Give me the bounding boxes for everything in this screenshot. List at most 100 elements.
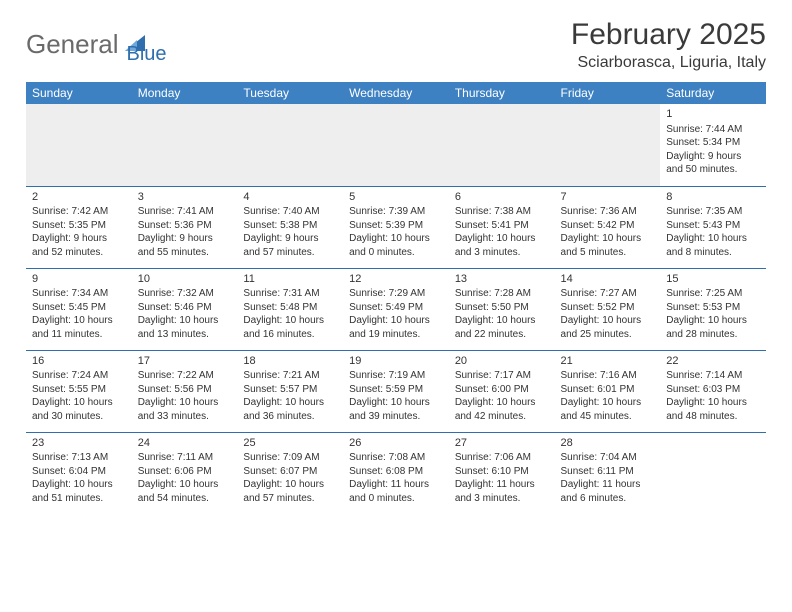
calendar-cell: 16Sunrise: 7:24 AMSunset: 5:55 PMDayligh… bbox=[26, 350, 132, 432]
daylight-text-2: and 6 minutes. bbox=[561, 492, 655, 506]
daylight-text-2: and 57 minutes. bbox=[243, 492, 337, 506]
day-number: 5 bbox=[349, 190, 443, 205]
day-number: 3 bbox=[138, 190, 232, 205]
calendar-cell: 10Sunrise: 7:32 AMSunset: 5:46 PMDayligh… bbox=[132, 268, 238, 350]
sunset-text: Sunset: 6:07 PM bbox=[243, 465, 337, 479]
sunset-text: Sunset: 5:46 PM bbox=[138, 301, 232, 315]
daylight-text-1: Daylight: 10 hours bbox=[455, 314, 549, 328]
sunrise-text: Sunrise: 7:08 AM bbox=[349, 451, 443, 465]
sunrise-text: Sunrise: 7:14 AM bbox=[666, 369, 760, 383]
daylight-text-2: and 0 minutes. bbox=[349, 492, 443, 506]
calendar-cell bbox=[237, 104, 343, 186]
calendar-week-row: 1Sunrise: 7:44 AMSunset: 5:34 PMDaylight… bbox=[26, 104, 766, 186]
sunrise-text: Sunrise: 7:04 AM bbox=[561, 451, 655, 465]
calendar-cell: 21Sunrise: 7:16 AMSunset: 6:01 PMDayligh… bbox=[555, 350, 661, 432]
sunrise-text: Sunrise: 7:16 AM bbox=[561, 369, 655, 383]
daylight-text-2: and 51 minutes. bbox=[32, 492, 126, 506]
day-number: 16 bbox=[32, 354, 126, 369]
sunset-text: Sunset: 5:56 PM bbox=[138, 383, 232, 397]
logo: General Blue bbox=[26, 24, 167, 64]
calendar-cell: 27Sunrise: 7:06 AMSunset: 6:10 PMDayligh… bbox=[449, 432, 555, 514]
day-number: 18 bbox=[243, 354, 337, 369]
calendar-cell: 14Sunrise: 7:27 AMSunset: 5:52 PMDayligh… bbox=[555, 268, 661, 350]
calendar-cell: 9Sunrise: 7:34 AMSunset: 5:45 PMDaylight… bbox=[26, 268, 132, 350]
daylight-text-2: and 39 minutes. bbox=[349, 410, 443, 424]
daylight-text-1: Daylight: 10 hours bbox=[349, 314, 443, 328]
calendar-cell bbox=[343, 104, 449, 186]
daylight-text-1: Daylight: 11 hours bbox=[561, 478, 655, 492]
sunset-text: Sunset: 5:52 PM bbox=[561, 301, 655, 315]
sunrise-text: Sunrise: 7:31 AM bbox=[243, 287, 337, 301]
sunrise-text: Sunrise: 7:24 AM bbox=[32, 369, 126, 383]
sunset-text: Sunset: 5:45 PM bbox=[32, 301, 126, 315]
sunset-text: Sunset: 5:43 PM bbox=[666, 219, 760, 233]
sunset-text: Sunset: 5:41 PM bbox=[455, 219, 549, 233]
calendar-cell: 22Sunrise: 7:14 AMSunset: 6:03 PMDayligh… bbox=[660, 350, 766, 432]
calendar-cell: 28Sunrise: 7:04 AMSunset: 6:11 PMDayligh… bbox=[555, 432, 661, 514]
calendar-cell bbox=[555, 104, 661, 186]
sunrise-text: Sunrise: 7:41 AM bbox=[138, 205, 232, 219]
sunset-text: Sunset: 5:55 PM bbox=[32, 383, 126, 397]
daylight-text-2: and 22 minutes. bbox=[455, 328, 549, 342]
daylight-text-2: and 11 minutes. bbox=[32, 328, 126, 342]
day-number: 19 bbox=[349, 354, 443, 369]
daylight-text-2: and 0 minutes. bbox=[349, 246, 443, 260]
sunrise-text: Sunrise: 7:34 AM bbox=[32, 287, 126, 301]
calendar-table: Sunday Monday Tuesday Wednesday Thursday… bbox=[26, 82, 766, 514]
sunset-text: Sunset: 6:06 PM bbox=[138, 465, 232, 479]
daylight-text-1: Daylight: 10 hours bbox=[349, 232, 443, 246]
sunrise-text: Sunrise: 7:39 AM bbox=[349, 205, 443, 219]
weekday-header-row: Sunday Monday Tuesday Wednesday Thursday… bbox=[26, 82, 766, 104]
sunrise-text: Sunrise: 7:36 AM bbox=[561, 205, 655, 219]
day-number: 24 bbox=[138, 436, 232, 451]
sunrise-text: Sunrise: 7:42 AM bbox=[32, 205, 126, 219]
sunset-text: Sunset: 6:11 PM bbox=[561, 465, 655, 479]
daylight-text-1: Daylight: 10 hours bbox=[561, 396, 655, 410]
sunset-text: Sunset: 5:53 PM bbox=[666, 301, 760, 315]
calendar-cell: 4Sunrise: 7:40 AMSunset: 5:38 PMDaylight… bbox=[237, 186, 343, 268]
sunset-text: Sunset: 5:38 PM bbox=[243, 219, 337, 233]
calendar-cell: 1Sunrise: 7:44 AMSunset: 5:34 PMDaylight… bbox=[660, 104, 766, 186]
title-block: February 2025 Sciarborasca, Liguria, Ita… bbox=[571, 18, 766, 72]
calendar-cell: 11Sunrise: 7:31 AMSunset: 5:48 PMDayligh… bbox=[237, 268, 343, 350]
sunset-text: Sunset: 6:01 PM bbox=[561, 383, 655, 397]
day-number: 25 bbox=[243, 436, 337, 451]
daylight-text-1: Daylight: 10 hours bbox=[349, 396, 443, 410]
daylight-text-2: and 52 minutes. bbox=[32, 246, 126, 260]
daylight-text-1: Daylight: 10 hours bbox=[32, 478, 126, 492]
calendar-cell bbox=[660, 432, 766, 514]
daylight-text-2: and 36 minutes. bbox=[243, 410, 337, 424]
sunrise-text: Sunrise: 7:06 AM bbox=[455, 451, 549, 465]
sunset-text: Sunset: 5:50 PM bbox=[455, 301, 549, 315]
location-label: Sciarborasca, Liguria, Italy bbox=[571, 54, 766, 72]
calendar-cell: 15Sunrise: 7:25 AMSunset: 5:53 PMDayligh… bbox=[660, 268, 766, 350]
daylight-text-1: Daylight: 10 hours bbox=[561, 232, 655, 246]
day-number: 9 bbox=[32, 272, 126, 287]
daylight-text-1: Daylight: 10 hours bbox=[243, 314, 337, 328]
sunrise-text: Sunrise: 7:38 AM bbox=[455, 205, 549, 219]
daylight-text-2: and 3 minutes. bbox=[455, 246, 549, 260]
daylight-text-2: and 33 minutes. bbox=[138, 410, 232, 424]
logo-text-blue: Blue bbox=[127, 44, 167, 64]
daylight-text-2: and 5 minutes. bbox=[561, 246, 655, 260]
day-number: 2 bbox=[32, 190, 126, 205]
daylight-text-1: Daylight: 10 hours bbox=[32, 396, 126, 410]
daylight-text-1: Daylight: 10 hours bbox=[138, 314, 232, 328]
header: General Blue February 2025 Sciarborasca,… bbox=[26, 18, 766, 72]
daylight-text-1: Daylight: 9 hours bbox=[138, 232, 232, 246]
calendar-cell: 25Sunrise: 7:09 AMSunset: 6:07 PMDayligh… bbox=[237, 432, 343, 514]
calendar-week-row: 9Sunrise: 7:34 AMSunset: 5:45 PM Daylight… bbox=[26, 268, 766, 350]
sunset-text: Sunset: 5:39 PM bbox=[349, 219, 443, 233]
sunset-text: Sunset: 6:10 PM bbox=[455, 465, 549, 479]
daylight-text-1: Daylight: 10 hours bbox=[243, 478, 337, 492]
sunset-text: Sunset: 5:49 PM bbox=[349, 301, 443, 315]
day-number: 28 bbox=[561, 436, 655, 451]
day-number: 23 bbox=[32, 436, 126, 451]
sunrise-text: Sunrise: 7:32 AM bbox=[138, 287, 232, 301]
sunrise-text: Sunrise: 7:09 AM bbox=[243, 451, 337, 465]
calendar-cell: 24Sunrise: 7:11 AMSunset: 6:06 PMDayligh… bbox=[132, 432, 238, 514]
daylight-text-2: and 19 minutes. bbox=[349, 328, 443, 342]
sunrise-text: Sunrise: 7:11 AM bbox=[138, 451, 232, 465]
calendar-cell: 7Sunrise: 7:36 AMSunset: 5:42 PMDaylight… bbox=[555, 186, 661, 268]
calendar-cell: 17Sunrise: 7:22 AMSunset: 5:56 PMDayligh… bbox=[132, 350, 238, 432]
